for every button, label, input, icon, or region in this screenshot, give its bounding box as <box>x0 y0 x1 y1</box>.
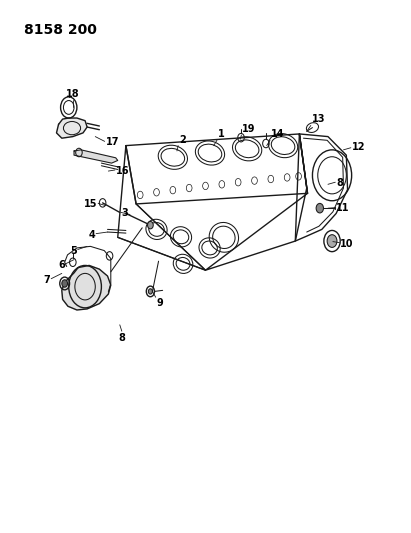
Text: 11: 11 <box>336 203 350 213</box>
Polygon shape <box>74 150 118 163</box>
Circle shape <box>316 204 323 213</box>
Text: 18: 18 <box>66 90 80 100</box>
Text: 8158 200: 8158 200 <box>24 22 97 37</box>
Text: 16: 16 <box>115 166 129 176</box>
Circle shape <box>148 221 153 229</box>
Text: 4: 4 <box>88 230 95 240</box>
Polygon shape <box>62 265 111 310</box>
Text: 12: 12 <box>352 142 365 152</box>
Text: 5: 5 <box>70 246 77 256</box>
Text: 2: 2 <box>179 134 186 144</box>
Text: 7: 7 <box>44 274 51 285</box>
Text: 3: 3 <box>122 208 129 219</box>
Text: 8: 8 <box>336 177 343 188</box>
Polygon shape <box>56 118 87 138</box>
Text: 8: 8 <box>118 333 125 343</box>
Text: 6: 6 <box>58 260 65 270</box>
Text: 9: 9 <box>157 298 163 308</box>
Text: 10: 10 <box>340 239 354 249</box>
Text: 15: 15 <box>84 199 97 209</box>
Text: 14: 14 <box>271 129 284 139</box>
Text: 17: 17 <box>106 137 119 147</box>
Text: 1: 1 <box>218 129 224 139</box>
Circle shape <box>148 289 152 294</box>
Text: 13: 13 <box>312 115 325 124</box>
Text: 19: 19 <box>242 124 256 134</box>
Circle shape <box>327 235 337 247</box>
Circle shape <box>62 280 67 287</box>
